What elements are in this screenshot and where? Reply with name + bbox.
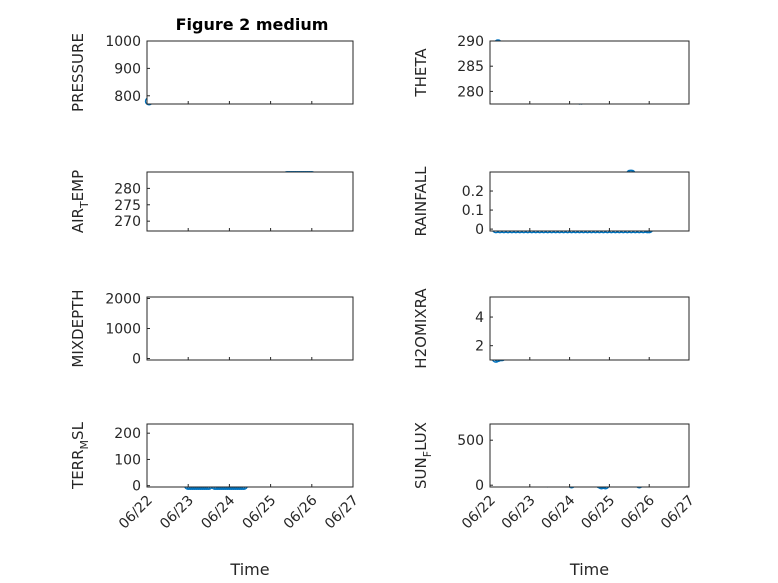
- y-tick-label: 0.1: [462, 203, 484, 219]
- x-axis-label: Time: [229, 560, 269, 579]
- y-tick-label: 800: [114, 89, 141, 105]
- y-axis-label-subscript: M: [78, 440, 91, 450]
- axes-frame: [146, 296, 354, 361]
- y-tick-label: 1000: [105, 322, 141, 338]
- axes-frame: [489, 171, 690, 232]
- y-tick-label: 1000: [105, 34, 141, 50]
- axes-frame: [146, 40, 354, 105]
- y-axis-label: TERRMSL: [69, 421, 91, 490]
- y-tick-label: 290: [457, 34, 484, 50]
- y-axis-label-tail: LUX: [412, 422, 430, 451]
- y-tick-label: 285: [457, 59, 484, 75]
- figure-title: Figure 2 medium: [176, 15, 329, 34]
- axes-frame: [489, 40, 690, 105]
- subplot-5: 0 1000 2000 MIXDEPTH: [69, 289, 354, 368]
- y-axis-label: RAINFALL: [412, 166, 430, 237]
- y-tick-label: 500: [457, 433, 484, 449]
- y-axis-label-base: SUN: [412, 457, 430, 489]
- y-tick-label: 2: [475, 339, 484, 355]
- subplot-6: 2 4 H2OMIXRA: [412, 288, 690, 369]
- y-axis-label: PRESSURE: [69, 33, 87, 112]
- y-tick-label: 200: [114, 426, 141, 442]
- y-tick-label: 0: [132, 352, 141, 368]
- y-axis-label-tail: SL: [69, 421, 87, 440]
- y-axis-label: THETA: [412, 48, 430, 98]
- axes-frame: [489, 296, 690, 361]
- y-axis-label-subscript: F: [421, 451, 434, 457]
- axes-frame: [146, 423, 354, 488]
- x-axis-label: Time: [569, 560, 609, 579]
- subplot-2: 280 285 290 THETA: [412, 34, 690, 105]
- axes-frame: [146, 171, 354, 232]
- subplot-1: 800 900 1000 PRESSURE: [69, 33, 354, 112]
- y-axis-label: MIXDEPTH: [69, 289, 87, 367]
- y-tick-label: 2000: [105, 292, 141, 308]
- y-axis-label: AIRTEMP: [69, 170, 91, 233]
- y-axis-label: SUNFLUX: [412, 422, 434, 489]
- y-axis-label-tail: EMP: [69, 170, 87, 201]
- y-tick-label: 0: [475, 478, 484, 494]
- y-tick-label: 4: [475, 310, 484, 326]
- y-tick-label: 0.2: [462, 184, 484, 200]
- y-tick-label: 280: [457, 84, 484, 100]
- y-tick-label: 275: [114, 198, 141, 214]
- subplot-4: 0 0.1 0.2 RAINFALL: [412, 166, 690, 238]
- y-axis-label-subscript: T: [78, 201, 91, 209]
- y-tick-label: 0: [132, 479, 141, 495]
- y-tick-label: 0: [475, 222, 484, 238]
- y-axis-label-base: AIR: [69, 208, 87, 233]
- axes-frame: [489, 423, 690, 488]
- y-axis-label-base: TERR: [69, 449, 87, 490]
- y-tick-label: 280: [114, 181, 141, 197]
- y-tick-label: 270: [114, 214, 141, 230]
- y-tick-label: 900: [114, 61, 141, 77]
- y-axis-label: H2OMIXRA: [412, 288, 430, 369]
- y-tick-label: 100: [114, 452, 141, 468]
